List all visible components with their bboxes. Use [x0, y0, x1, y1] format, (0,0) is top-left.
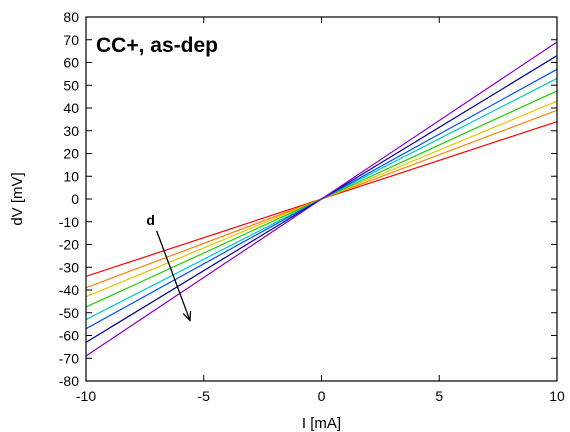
x-tick-label: -5	[198, 388, 211, 404]
x-tick-label: -10	[76, 388, 96, 404]
annotation-arrow	[156, 230, 190, 320]
y-tick-label: -70	[59, 350, 79, 366]
y-tick-label: -20	[59, 237, 79, 253]
y-tick-label: -10	[59, 214, 79, 230]
y-tick-label: 10	[63, 168, 79, 184]
series-layer	[86, 41, 557, 357]
annotation-label: d	[146, 212, 155, 228]
y-tick-label: 30	[63, 123, 79, 139]
x-tick-label: 0	[318, 388, 326, 404]
y-tick-label: 20	[63, 146, 79, 162]
y-tick-label: -50	[59, 305, 79, 321]
x-tick-label: 10	[549, 388, 565, 404]
y-tick-label: -30	[59, 259, 79, 275]
y-tick-label: 0	[71, 191, 79, 207]
y-tick-label: 40	[63, 100, 79, 116]
y-tick-label: 70	[63, 32, 79, 48]
x-tick-label: 5	[435, 388, 443, 404]
chart-title: CC+, as-dep	[96, 34, 218, 57]
y-tick-label: 60	[63, 55, 79, 71]
y-tick-label: 80	[63, 9, 79, 25]
y-tick-label: -60	[59, 328, 79, 344]
y-tick-label: 50	[63, 77, 79, 93]
series-line-8	[86, 41, 557, 357]
y-tick-label: -80	[59, 373, 79, 389]
tick-layer: -10 -5 0 5 10-80-70-60-50-40-30-20-100102030…	[59, 9, 565, 404]
x-axis-label: I [mA]	[302, 415, 341, 432]
y-axis-label: dV [mV]	[9, 172, 26, 225]
y-tick-label: -40	[59, 282, 79, 298]
